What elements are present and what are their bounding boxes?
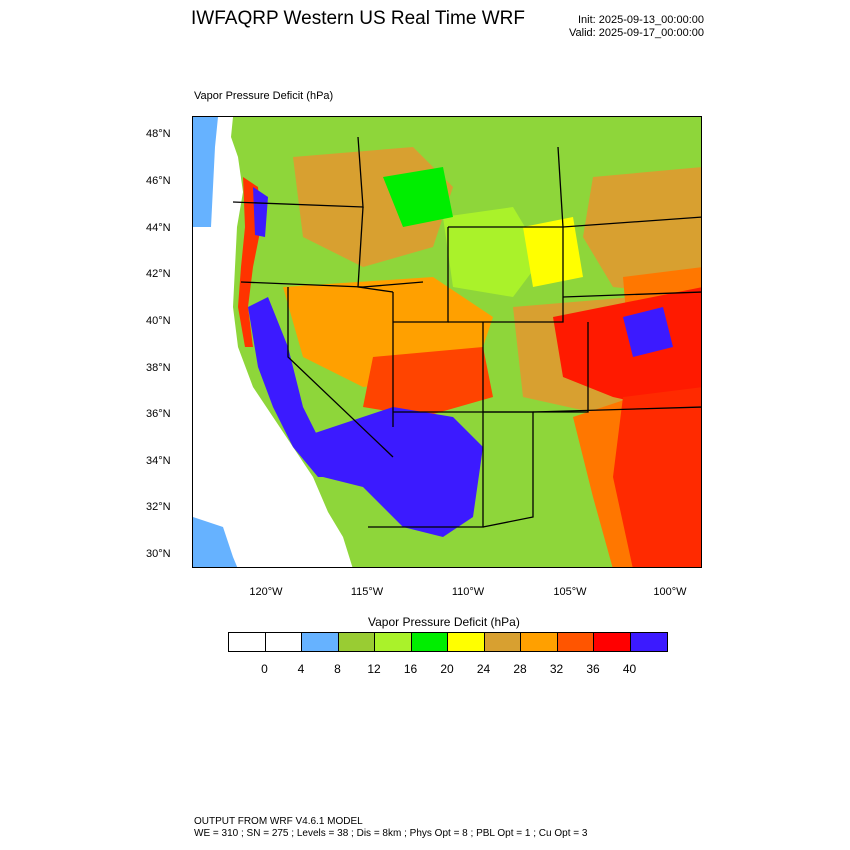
boundary-or-ca-nv bbox=[240, 281, 424, 288]
colorbar-label-4: 4 bbox=[297, 662, 305, 676]
colorbar-cell-4 bbox=[375, 633, 412, 651]
lon-tick-100: 100°W bbox=[653, 586, 687, 598]
colorbar-label-20: 20 bbox=[440, 662, 454, 676]
plot-title: IWFAQRP Western US Real Time WRF bbox=[191, 8, 525, 29]
lat-tick-48: 48°N bbox=[146, 128, 171, 140]
boundary-ne-ks bbox=[562, 291, 701, 298]
green-region-idaho bbox=[383, 167, 453, 227]
colorbar-cell-9 bbox=[557, 633, 594, 651]
lat-tick-42: 42°N bbox=[146, 268, 171, 280]
colorbar-label-40: 40 bbox=[622, 662, 637, 676]
colorbar-label-28: 28 bbox=[513, 662, 527, 676]
lat-tick-32: 32°N bbox=[146, 501, 171, 513]
boundary-wyoming bbox=[448, 226, 564, 323]
green-region-wyoming bbox=[443, 207, 543, 297]
colorbar-cell-3 bbox=[338, 633, 375, 651]
model-info-line1: OUTPUT FROM WRF V4.6.1 MODEL bbox=[194, 816, 363, 827]
tan-region-ne bbox=[583, 167, 701, 297]
colorbar-label-16: 16 bbox=[403, 662, 418, 676]
model-info-line2: WE = 310 ; SN = 275 ; Levels = 38 ; Dis … bbox=[194, 828, 588, 839]
lat-tick-38: 38°N bbox=[146, 362, 171, 374]
boundary-new-mexico bbox=[482, 411, 534, 528]
colorbar-cell-5 bbox=[411, 633, 448, 651]
lat-tick-30: 30°N bbox=[146, 548, 171, 560]
colorbar-label-12: 12 bbox=[367, 662, 381, 676]
colorbar-cell-1 bbox=[265, 633, 302, 651]
pacific-ocean bbox=[193, 117, 353, 567]
colorbar-cell-0 bbox=[229, 633, 266, 651]
valid-time: Valid: 2025-09-17_00:00:00 bbox=[569, 27, 704, 39]
init-time: Init: 2025-09-13_00:00:00 bbox=[578, 14, 704, 26]
red-region-utah-nevada bbox=[363, 347, 493, 417]
ocean-patch-north bbox=[193, 117, 218, 227]
colorbar-label-8: 8 bbox=[334, 662, 341, 676]
colorbar-label-32: 32 bbox=[549, 662, 564, 676]
lon-tick-105: 105°W bbox=[553, 586, 587, 598]
colorbar-cell-2 bbox=[302, 633, 339, 651]
purple-region-oregon bbox=[253, 187, 268, 237]
purple-region-desert-southwest bbox=[303, 407, 483, 537]
purple-region-kansas bbox=[623, 307, 673, 357]
lat-tick-46: 46°N bbox=[146, 175, 171, 187]
lat-tick-36: 36°N bbox=[146, 408, 171, 420]
map-field-label: Vapor Pressure Deficit (hPa) bbox=[194, 90, 334, 102]
lat-tick-34: 34°N bbox=[146, 455, 171, 467]
purple-region-central-valley bbox=[248, 297, 343, 477]
yellow-region-nebraska bbox=[523, 217, 583, 287]
state-boundaries bbox=[232, 136, 701, 528]
lon-tick-110: 110°W bbox=[451, 586, 485, 598]
ocean-patch-south bbox=[193, 517, 238, 567]
colorbar-label-24: 24 bbox=[476, 662, 491, 676]
colorbar-label-0: 0 bbox=[261, 662, 268, 676]
colorbar-cell-7 bbox=[484, 633, 521, 651]
colorbar-cell-10 bbox=[594, 633, 631, 651]
colorbar-cell-11 bbox=[630, 633, 667, 651]
boundary-ca-nv bbox=[287, 287, 394, 458]
lon-tick-120: 120°W bbox=[249, 586, 283, 598]
boundary-arizona bbox=[368, 411, 484, 528]
colorbar-label-36: 36 bbox=[586, 662, 600, 676]
lat-tick-40: 40°N bbox=[146, 315, 171, 327]
colorbar-title: Vapor Pressure Deficit (hPa) bbox=[368, 615, 520, 629]
colorbar-cell-8 bbox=[521, 633, 558, 651]
red-region-texas bbox=[613, 387, 701, 567]
colorbar-cell-6 bbox=[448, 633, 485, 651]
lat-tick-44: 44°N bbox=[146, 222, 171, 234]
boundary-mt-nd bbox=[557, 146, 564, 228]
boundary-id-west bbox=[357, 206, 394, 293]
vpd-field-svg bbox=[193, 117, 701, 567]
colorbar bbox=[228, 632, 668, 652]
boundary-ok-north bbox=[532, 406, 701, 413]
lon-tick-115: 115°W bbox=[350, 586, 384, 598]
vpd-map bbox=[192, 116, 702, 568]
boundary-sd-north bbox=[562, 216, 701, 228]
